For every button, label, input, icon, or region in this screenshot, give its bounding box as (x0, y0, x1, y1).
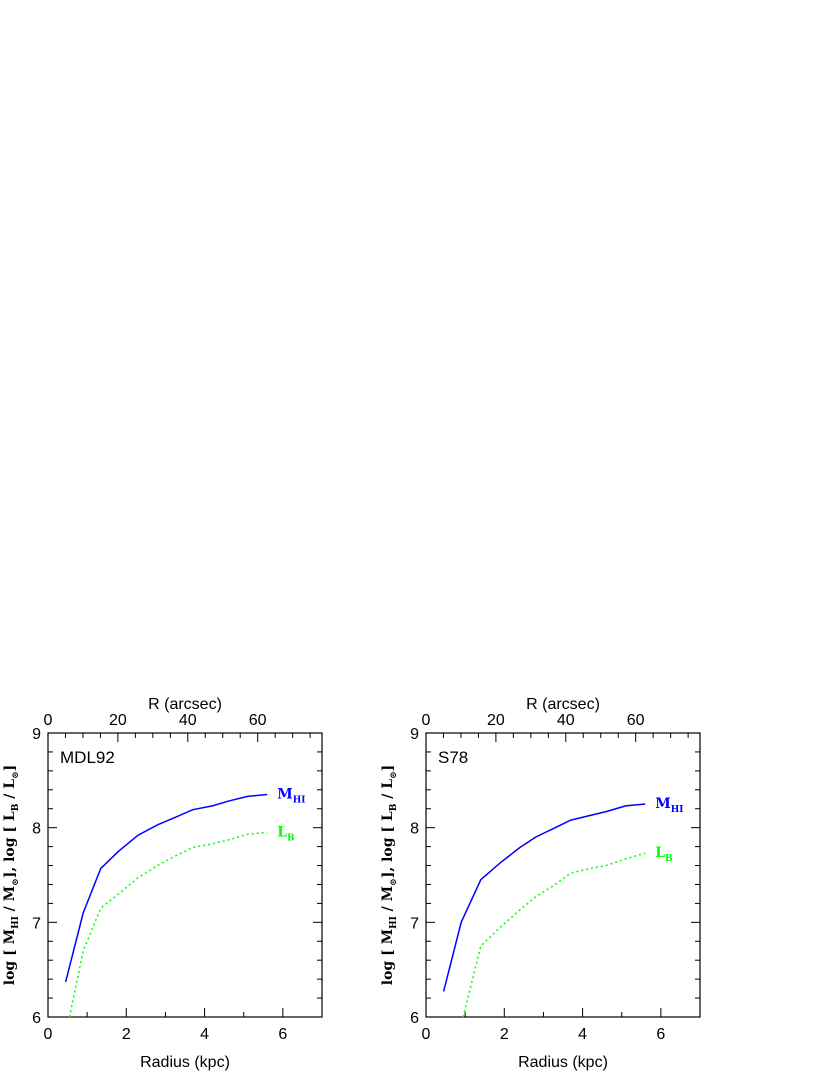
series-label-name: M (277, 787, 293, 803)
y-axis-title-subscript: B (11, 803, 21, 811)
x-axis-title: Radius (kpc) (140, 1054, 230, 1071)
y-tick-label: 9 (32, 726, 41, 743)
series-label-subscript: HI (671, 805, 684, 815)
panel-label-s78: S78 (438, 748, 468, 767)
y-axis-title-part: / M (2, 886, 18, 916)
x2-tick-label: 0 (422, 712, 431, 729)
y-axis-title-part: log [ M (380, 929, 396, 985)
x-tick-label: 4 (200, 1026, 209, 1043)
series-label-subscript: B (287, 833, 295, 843)
x-tick-label: 2 (500, 1026, 509, 1043)
x2-tick-label: 40 (557, 712, 575, 729)
series-label: LB (655, 845, 673, 864)
y-axis-title-subscript: ⊙ (11, 878, 21, 886)
series-label: MHI (655, 796, 683, 815)
y-axis-title-subscript: HI (11, 916, 21, 929)
y-tick-label: 8 (32, 821, 41, 838)
panel-label-mdl92: MDL92 (60, 748, 115, 767)
series-label-subscript: B (665, 854, 673, 864)
x-tick-label: 4 (578, 1026, 587, 1043)
y-axis-title-part: ], log [ L (380, 811, 396, 878)
y-tick-label: 8 (410, 821, 419, 838)
y-axis-title-part: ] (2, 765, 18, 772)
x2-tick-label: 60 (627, 712, 645, 729)
plot-frame (425, 732, 701, 1018)
series-label-subscript: HI (293, 796, 306, 806)
x2-tick-label: 0 (44, 712, 53, 729)
series-line-lb (68, 831, 268, 1018)
y-axis-title-part: / L (380, 779, 396, 804)
y-tick-label: 9 (410, 726, 419, 743)
series-label-name: L (277, 824, 287, 840)
y-axis-title: log [ MHI / M⊙], log [ LB / L⊙] (380, 765, 399, 986)
series-label-name: M (655, 796, 671, 812)
x-axis-title: Radius (kpc) (518, 1054, 608, 1071)
x-tick-label: 2 (122, 1026, 131, 1043)
x2-axis-title: R (arcsec) (148, 696, 222, 713)
series-line-lb (462, 852, 646, 1018)
y-axis-title-subscript: ⊙ (11, 771, 21, 779)
x-tick-label: 0 (422, 1026, 431, 1043)
series-line-mhi (442, 803, 646, 992)
x-tick-label: 0 (44, 1026, 53, 1043)
y-axis-title-subscript: ⊙ (389, 878, 399, 886)
y-tick-label: 6 (410, 1010, 419, 1027)
y-axis-title-part: ] (380, 765, 396, 772)
series-label: LB (277, 824, 295, 843)
y-axis-title-part: / L (2, 779, 18, 804)
y-tick-label: 7 (32, 915, 41, 932)
x2-tick-label: 60 (249, 712, 267, 729)
x2-tick-label: 20 (487, 712, 505, 729)
y-tick-label: 6 (32, 1010, 41, 1027)
series-line-mhi (64, 793, 268, 983)
y-axis-title-subscript: B (389, 803, 399, 811)
y-axis-title-part: ], log [ L (2, 811, 18, 878)
y-axis-title-subscript: HI (389, 916, 399, 929)
y-axis-title-part: / M (380, 886, 396, 916)
x-tick-label: 6 (278, 1026, 287, 1043)
y-tick-label: 7 (410, 915, 419, 932)
x2-axis-title: R (arcsec) (526, 696, 600, 713)
y-axis-title-subscript: ⊙ (389, 771, 399, 779)
series-label: MHI (277, 787, 305, 806)
x-tick-label: 6 (656, 1026, 665, 1043)
x2-tick-label: 20 (109, 712, 127, 729)
plot-frame (47, 732, 323, 1018)
x2-tick-label: 40 (179, 712, 197, 729)
series-label-name: L (655, 845, 665, 861)
y-axis-title: log [ MHI / M⊙], log [ LB / L⊙] (2, 765, 21, 986)
y-axis-title-part: log [ M (2, 929, 18, 985)
